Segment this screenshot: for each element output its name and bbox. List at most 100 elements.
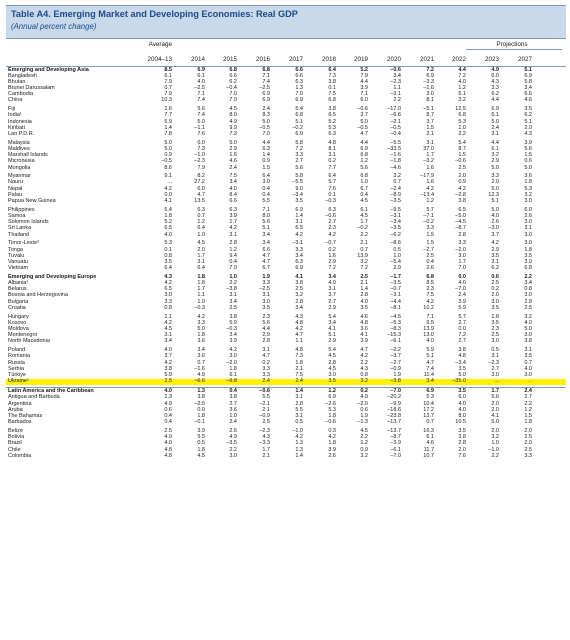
gdp-value: 5.0 xyxy=(491,419,499,426)
gdp-value: 1.2 xyxy=(197,219,205,226)
gdp-value: 5.8 xyxy=(524,78,532,85)
gdp-value: 1.5 xyxy=(262,164,270,171)
gdp-value: 6.0 xyxy=(524,206,532,213)
gdp-value: 2.6 xyxy=(328,452,336,459)
gdp-value: 2.0 xyxy=(458,173,466,180)
gdp-value: 7.6 xyxy=(197,130,205,137)
gdp-value: 3.7 xyxy=(491,231,499,238)
country-row: Bulgaria 3.3 1.0 3.4 3.0 2.8 2.7 4.0 –4.4 4.2 3.9 3… xyxy=(6,299,566,305)
gdp-value: 4.2 xyxy=(458,185,466,192)
country-row: Russia 4.2 0.7 –2.0 0.2 1.8 2.8 2.2 –2.7 4.7 –3.4 –… xyxy=(6,360,566,366)
gdp-value: 6.8 xyxy=(229,66,237,73)
gdp-value: 1.6 xyxy=(426,179,434,186)
country-name: Fiji xyxy=(8,106,16,113)
gdp-value: 4.8 xyxy=(295,347,303,354)
gdp-value: 4.7 xyxy=(295,332,303,339)
gdp-value: 5.9 xyxy=(164,371,172,378)
gdp-value: 3.6 xyxy=(360,325,368,332)
gdp-value: 4.6 xyxy=(229,158,237,165)
gdp-value: 1.2 xyxy=(524,406,532,413)
gdp-value: 3.0 xyxy=(524,198,532,205)
gdp-value: 2.8 xyxy=(262,338,270,345)
gdp-value: 2.0 xyxy=(458,446,466,453)
gdp-value: 7.0 xyxy=(262,130,270,137)
gdp-value: 9.0 xyxy=(295,185,303,192)
gdp-value: 7.8 xyxy=(164,130,172,137)
gdp-value: –3.1 xyxy=(390,91,401,98)
gdp-value: 1.2 xyxy=(229,246,237,253)
gdp-value: 8.7 xyxy=(426,112,434,119)
gdp-value: 1.8 xyxy=(197,273,205,280)
year-header: 2016 xyxy=(255,56,270,63)
gdp-value: 3.7 xyxy=(426,118,434,125)
country-row: Türkiye 5.9 4.9 6.1 3.3 7.5 3.0 0.8 1.9 11.4 5.0 3.… xyxy=(6,372,566,378)
gdp-value: 11.7 xyxy=(423,446,434,453)
country-name: India¹ xyxy=(8,112,22,119)
gdp-value: 1.8 xyxy=(524,179,532,186)
country-name: Brazil xyxy=(8,440,22,447)
section-divider xyxy=(6,386,566,388)
gdp-value: 1.2 xyxy=(360,158,368,165)
gdp-value: –1.1 xyxy=(194,124,205,131)
gdp-value: 7.4 xyxy=(426,365,434,372)
gdp-value: 5.9 xyxy=(229,319,237,326)
gdp-value: 4.3 xyxy=(295,313,303,320)
gdp-value: 7.1 xyxy=(426,313,434,320)
country-name: Thailand xyxy=(8,231,30,238)
gdp-value: 10.4 xyxy=(423,400,434,407)
gdp-value: 0.6 xyxy=(524,158,532,165)
gdp-value: 6.6 xyxy=(229,198,237,205)
gdp-value: 6.3 xyxy=(328,206,336,213)
gdp-value: 7.6 xyxy=(458,452,466,459)
gdp-value: 3.1 xyxy=(524,225,532,232)
country-row: The Bahamas 0.4 1.8 1.0 –0.9 3.1 1.8 1.9 –23.8 13… xyxy=(6,413,566,420)
gdp-value: 0.9 xyxy=(262,158,270,165)
gdp-value: 2.0 xyxy=(491,406,499,413)
gdp-value: 7.0 xyxy=(229,97,237,104)
gdp-value: –18.6 xyxy=(387,406,401,413)
gdp-value: –3.5 xyxy=(226,440,237,447)
gdp-value: –0.6 xyxy=(357,106,368,113)
gdp-value: 4.2 xyxy=(295,231,303,238)
gdp-value: 2.5 xyxy=(524,304,532,311)
gdp-value: 0.2 xyxy=(360,388,368,395)
country-name: Indonesia xyxy=(8,118,32,125)
country-row: Vanuatu 3.5 3.1 0.4 4.7 6.3 2.9 3.2 –5.4 0.4 1.7 3.… xyxy=(6,259,566,265)
gdp-value: 6.9 xyxy=(295,130,303,137)
country-name: Chile xyxy=(8,446,21,453)
gdp-value: 2.4 xyxy=(458,292,466,299)
table-header-band: Table A4. Emerging Market and Developing… xyxy=(6,5,566,39)
gdp-value: 0.4 xyxy=(164,419,172,426)
gdp-value: 6.2 xyxy=(524,112,532,119)
gdp-value: 3.9 xyxy=(360,338,368,345)
gdp-value: 5.0 xyxy=(262,118,270,125)
gdp-value: 8.3 xyxy=(262,112,270,119)
gdp-value: 5.5 xyxy=(262,198,270,205)
gdp-value: 7.0 xyxy=(229,91,237,98)
gdp-value: 1.8 xyxy=(524,419,532,426)
gdp-value: –0.5 xyxy=(161,158,172,165)
gdp-value: –0.9 xyxy=(259,413,270,419)
gdp-value: 7.0 xyxy=(295,91,303,98)
gdp-value: 0.7 xyxy=(393,179,401,186)
gdp-value: 6.9 xyxy=(295,97,303,104)
gdp-value: 9.1 xyxy=(164,173,172,180)
gdp-value: 5.2 xyxy=(164,219,172,226)
gdp-value: 1.5 xyxy=(524,413,532,419)
country-row: Mongolia 8.6 7.9 2.4 1.5 5.6 7.7 5.6 –4.6 1.6 2.5 5… xyxy=(6,165,566,171)
country-row: Fiji 1.6 5.6 4.5 2.4 5.4 3.8 –0.6 –17.0 –5.1 12.5 6… xyxy=(6,106,566,113)
country-name: Timor-Leste² xyxy=(8,240,39,247)
gdp-value: –2.2 xyxy=(390,347,401,354)
gdp-value: 6.5 xyxy=(295,225,303,232)
country-row: Chile 4.8 1.8 2.2 1.7 1.3 3.9 0.9 –6.1 11.7 2.0 –1.… xyxy=(6,447,566,453)
gdp-value: –4.4 xyxy=(390,298,401,305)
gdp-value: 3.0 xyxy=(524,240,532,247)
gdp-value: 2.2 xyxy=(360,434,368,441)
gdp-value: 4.5 xyxy=(360,213,368,219)
gdp-value: 2.5 xyxy=(524,446,532,453)
gdp-value: 0.1 xyxy=(164,246,172,253)
gdp-value: 6.9 xyxy=(360,145,368,152)
gdp-value: 3.4 xyxy=(229,179,237,186)
country-name: Colombia xyxy=(8,452,32,459)
gdp-value: 7.6 xyxy=(328,185,336,192)
